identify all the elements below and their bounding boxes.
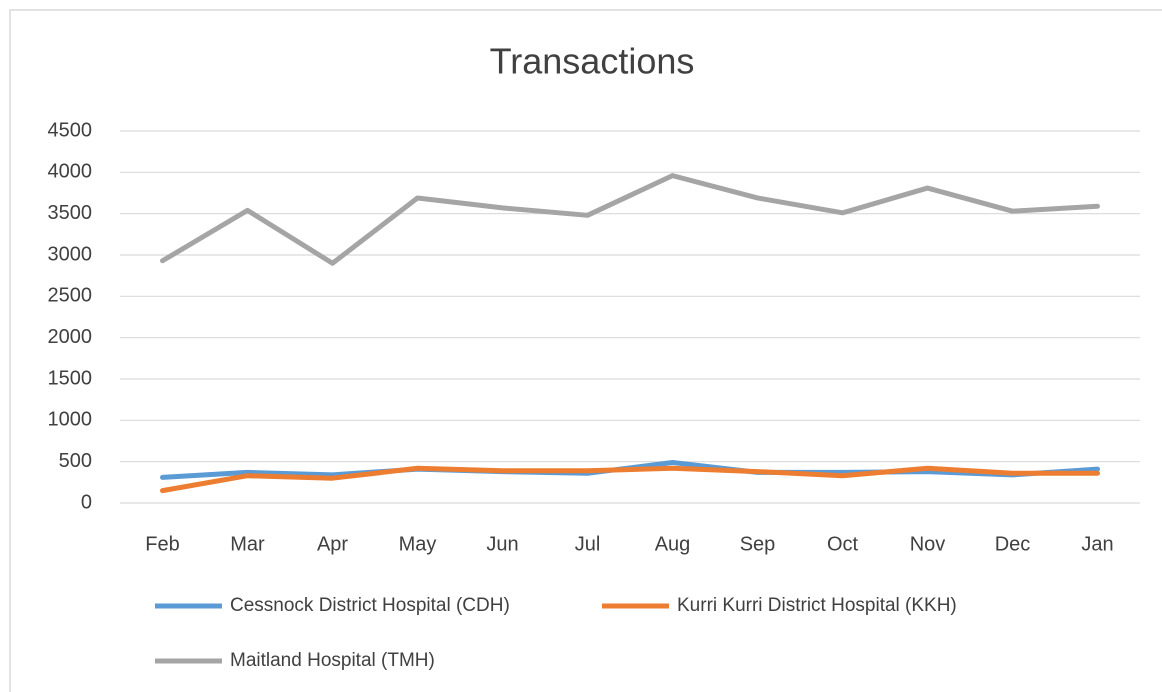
chart-border [9,9,1162,692]
legend-label: Kurri Kurri District Hospital (KKH) [677,595,957,616]
y-tick-label: 500 [59,450,92,472]
x-tick-label: Mar [230,533,265,555]
x-tick-label: Jul [575,533,601,555]
y-tick-label: 1000 [48,409,93,431]
y-tick-label: 2000 [48,326,93,348]
series-line [160,465,1100,494]
x-tick-label: Jun [486,533,518,555]
y-tick-label: 4500 [48,119,93,141]
y-tick-label: 0 [81,491,92,513]
x-tick-label: Dec [995,533,1031,555]
y-tick-label: 4000 [48,161,93,183]
y-tick-label: 2500 [48,285,93,307]
y-tick-label: 3000 [48,243,93,265]
x-tick-label: Nov [910,533,946,555]
y-tick-label: 3500 [48,202,93,224]
x-tick-label: Feb [145,533,179,555]
legend-label: Maitland Hospital (TMH) [230,650,435,671]
chart-title: Transactions [490,41,695,82]
x-tick-label: Oct [827,533,859,555]
x-tick-label: Jan [1081,533,1113,555]
x-tick-label: Apr [317,533,348,555]
x-tick-label: Aug [655,533,691,555]
x-tick-label: May [399,533,437,555]
x-tick-label: Sep [740,533,776,555]
legend-label: Cessnock District Hospital (CDH) [230,595,510,616]
series-line [160,173,1100,266]
y-tick-label: 1500 [48,367,93,389]
